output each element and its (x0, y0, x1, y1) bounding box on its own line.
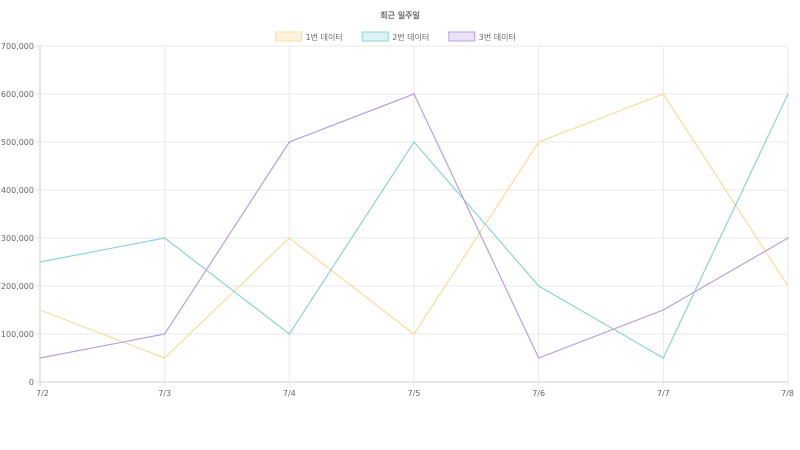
y-axis-ticks: 0 100,000 200,000 300,000 400,000 500,000 600,… (1, 42, 34, 387)
legend-item-1[interactable]: 1번 데이터 (275, 31, 343, 42)
chart-title: 최근 일주일 (380, 10, 420, 20)
y-tick-label: 400,000 (1, 186, 34, 195)
data-point (662, 357, 665, 359)
legend[interactable]: 1번 데이터 2번 데이터 3번 데이터 (275, 31, 516, 42)
data-point (39, 309, 41, 311)
legend-item-2[interactable]: 2번 데이터 (361, 31, 429, 42)
legend-swatch (448, 31, 476, 42)
data-point (288, 141, 291, 143)
legend-label: 3번 데이터 (479, 32, 516, 42)
data-point (288, 333, 291, 335)
data-point (787, 93, 789, 95)
legend-label: 2번 데이터 (392, 32, 429, 42)
data-point (163, 357, 166, 359)
data-point (288, 237, 291, 239)
data-point (39, 357, 41, 359)
x-axis-ticks: 7/2 7/3 7/4 7/5 7/6 7/7 7/8 (36, 389, 794, 398)
data-point (413, 333, 415, 335)
data-point (413, 141, 415, 143)
grid (36, 45, 789, 386)
x-tick-label: 7/4 (283, 389, 296, 398)
data-point (787, 237, 789, 239)
legend-swatch (361, 31, 389, 42)
data-point (39, 261, 41, 263)
x-tick-label: 7/7 (657, 389, 670, 398)
data-point (163, 333, 166, 335)
data-point (787, 285, 789, 287)
y-tick-label: 200,000 (1, 282, 34, 291)
data-point (537, 141, 540, 143)
legend-label: 1번 데이터 (306, 32, 343, 42)
legend-item-3[interactable]: 3번 데이터 (448, 31, 516, 42)
data-point (413, 93, 415, 95)
x-tick-label: 7/6 (532, 389, 545, 398)
data-point (662, 93, 665, 95)
x-tick-label: 7/3 (158, 389, 171, 398)
y-tick-label: 0 (29, 378, 34, 387)
series-lines (39, 93, 789, 359)
y-tick-label: 500,000 (1, 138, 34, 147)
legend-swatch (275, 31, 303, 42)
x-tick-label: 7/2 (36, 389, 49, 398)
data-point (537, 285, 540, 287)
x-tick-label: 7/8 (781, 389, 794, 398)
y-tick-label: 600,000 (1, 90, 34, 99)
data-point (537, 357, 540, 359)
y-tick-label: 100,000 (1, 330, 34, 339)
data-point (163, 237, 166, 239)
y-tick-label: 700,000 (1, 42, 34, 51)
x-tick-label: 7/5 (408, 389, 421, 398)
data-point (662, 309, 665, 311)
y-tick-label: 300,000 (1, 234, 34, 243)
